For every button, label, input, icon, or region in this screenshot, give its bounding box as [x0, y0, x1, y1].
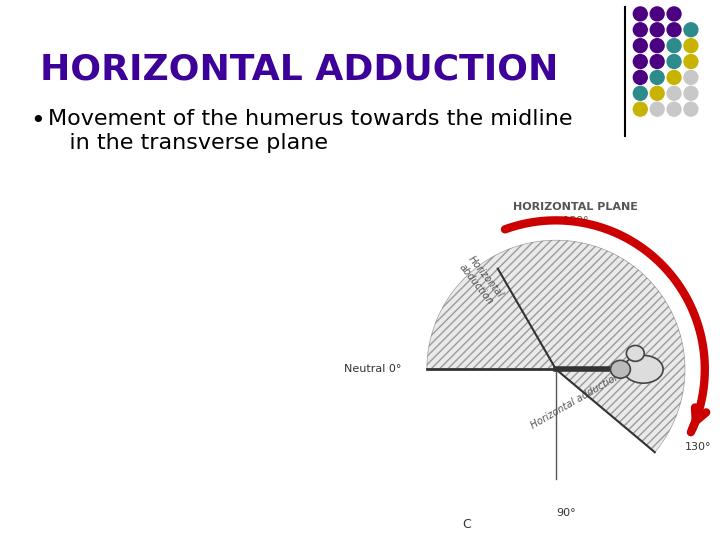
Circle shape	[650, 86, 664, 100]
Circle shape	[634, 39, 647, 52]
Circle shape	[634, 70, 647, 84]
Circle shape	[667, 86, 681, 100]
Circle shape	[667, 55, 681, 69]
Circle shape	[650, 7, 664, 21]
Text: C: C	[462, 518, 471, 531]
Circle shape	[650, 70, 664, 84]
Text: 90°: 90°	[556, 508, 576, 518]
Circle shape	[684, 39, 698, 52]
Circle shape	[650, 102, 664, 116]
Circle shape	[684, 23, 698, 37]
Circle shape	[667, 7, 681, 21]
Polygon shape	[427, 240, 685, 452]
Circle shape	[667, 39, 681, 52]
Text: Movement of the humerus towards the midline: Movement of the humerus towards the midl…	[48, 109, 572, 129]
Ellipse shape	[611, 360, 631, 378]
Circle shape	[684, 55, 698, 69]
Text: Horizontal adduction: Horizontal adduction	[529, 371, 622, 431]
Circle shape	[667, 23, 681, 37]
Circle shape	[650, 23, 664, 37]
Circle shape	[667, 102, 681, 116]
Circle shape	[684, 70, 698, 84]
Circle shape	[650, 39, 664, 52]
Text: 130°: 130°	[685, 442, 711, 453]
Text: Neutral 0°: Neutral 0°	[343, 364, 401, 374]
Ellipse shape	[626, 346, 644, 361]
Circle shape	[634, 55, 647, 69]
Circle shape	[634, 23, 647, 37]
Circle shape	[667, 70, 681, 84]
Text: HORIZONTAL PLANE: HORIZONTAL PLANE	[513, 202, 638, 212]
Text: in the transverse plane: in the transverse plane	[48, 133, 328, 153]
Text: HORIZONTAL ADDUCTION: HORIZONTAL ADDUCTION	[40, 52, 558, 86]
Circle shape	[650, 55, 664, 69]
Circle shape	[684, 102, 698, 116]
Circle shape	[634, 102, 647, 116]
Text: Horizontal
abduction: Horizontal abduction	[456, 254, 505, 307]
Text: •: •	[30, 109, 45, 133]
Circle shape	[634, 7, 647, 21]
Circle shape	[684, 86, 698, 100]
Text: 180°: 180°	[562, 217, 589, 226]
Circle shape	[634, 86, 647, 100]
Ellipse shape	[624, 355, 663, 383]
